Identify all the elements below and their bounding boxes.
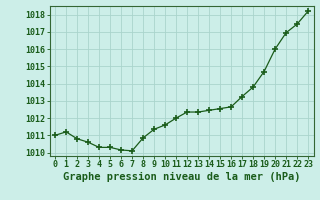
X-axis label: Graphe pression niveau de la mer (hPa): Graphe pression niveau de la mer (hPa) — [63, 172, 300, 182]
